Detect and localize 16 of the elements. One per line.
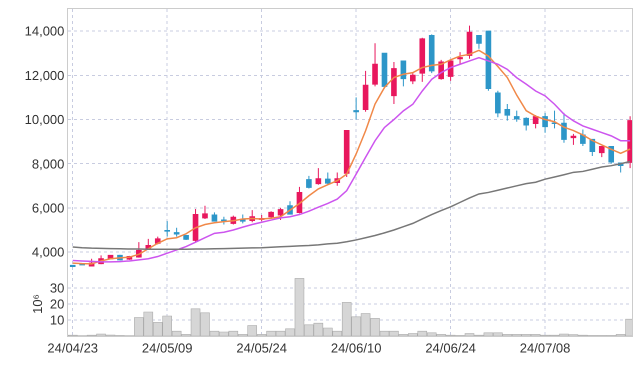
y-tick-label: 4,000 [32, 244, 64, 260]
y-tick-label: 10,000 [24, 112, 64, 128]
x-tick-label: 24/04/23 [47, 340, 98, 356]
y-tick-label: 10 [50, 312, 64, 328]
y-tick-label: 14,000 [24, 24, 64, 39]
y-tick-label: 20 [50, 296, 64, 312]
x-tick-label: 24/06/24 [425, 340, 476, 356]
y-tick-label: 12,000 [24, 68, 64, 83]
y-tick-label: 30 [50, 280, 64, 296]
y-tick-label: 8,000 [32, 156, 64, 172]
x-tick-label: 24/05/24 [236, 340, 287, 356]
x-tick-label: 24/07/08 [520, 340, 570, 356]
x-tick-label: 24/06/10 [330, 340, 382, 356]
y-axis-title: 10⁶ [30, 294, 45, 314]
x-tick-label: 24/05/09 [142, 340, 193, 356]
y-tick-label: 6,000 [32, 200, 64, 216]
